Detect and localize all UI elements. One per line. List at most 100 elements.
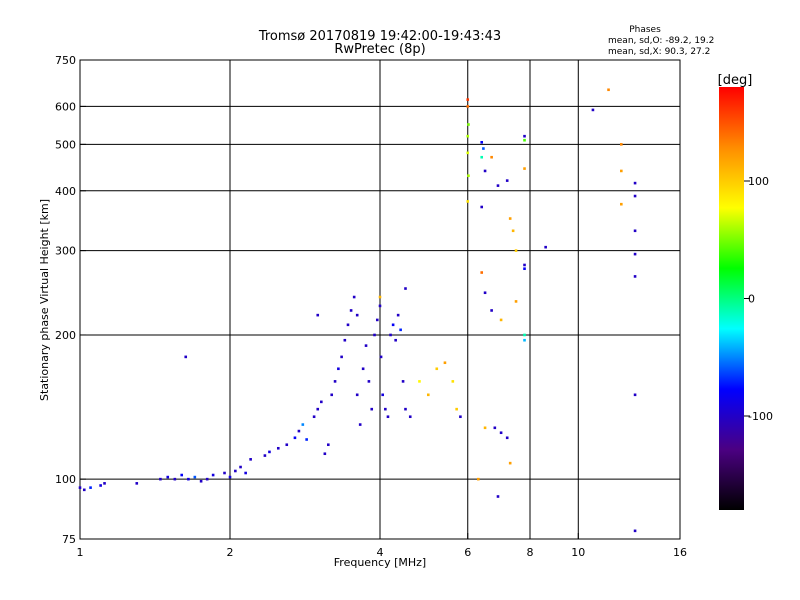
data-point — [375, 318, 379, 322]
data-point — [499, 431, 503, 435]
data-point — [435, 367, 439, 371]
data-point — [496, 184, 500, 187]
data-point — [490, 155, 493, 159]
data-point — [480, 140, 484, 144]
data-point — [234, 469, 237, 473]
grid-lines — [80, 60, 680, 539]
data-point — [166, 475, 170, 479]
data-point — [401, 380, 405, 383]
data-point — [180, 473, 184, 477]
data-point — [89, 486, 92, 489]
data-point — [349, 309, 353, 312]
data-point — [404, 407, 407, 411]
data-point — [633, 252, 637, 256]
y-tick-label: 400 — [55, 185, 76, 198]
y-axis-label: Stationary phase Virtual Height [km] — [38, 199, 51, 401]
data-point — [394, 338, 397, 342]
data-point — [482, 147, 485, 150]
data-point — [483, 169, 487, 173]
data-point — [523, 167, 526, 170]
colorbar-tick-label: -100 — [748, 410, 773, 423]
data-point — [305, 438, 308, 441]
x-tick-label: 8 — [527, 546, 534, 559]
data-point — [544, 245, 547, 249]
data-point — [483, 426, 487, 430]
data-point — [404, 287, 407, 290]
data-point — [135, 482, 139, 485]
data-point — [352, 295, 356, 299]
data-point — [78, 486, 82, 489]
data-point — [490, 309, 493, 312]
colorbar-unit: [deg] — [718, 73, 753, 88]
data-point — [293, 436, 297, 440]
data-point — [386, 415, 390, 419]
data-point — [399, 328, 402, 332]
data-point — [159, 477, 162, 481]
data-point — [361, 367, 365, 371]
data-point — [466, 105, 470, 108]
data-point — [633, 393, 637, 397]
x-tick-label: 6 — [464, 546, 471, 559]
data-point — [373, 333, 376, 337]
colorbar-tick-label: 100 — [748, 175, 769, 188]
data-point — [451, 380, 455, 383]
data-point — [370, 407, 374, 411]
data-point — [523, 267, 526, 271]
data-point — [607, 88, 610, 92]
data-point — [426, 393, 430, 397]
y-tick-label: 600 — [55, 100, 76, 113]
data-point — [508, 461, 512, 465]
data-point — [477, 477, 480, 481]
data-point — [103, 482, 106, 485]
data-point — [276, 446, 280, 450]
data-point — [591, 108, 595, 112]
data-point — [285, 443, 289, 447]
data-point — [381, 393, 384, 397]
stats-heading: Phases — [629, 25, 661, 35]
data-point — [418, 380, 421, 383]
data-point — [378, 295, 382, 299]
colorbar-ticks: 100 0 -100 — [744, 175, 773, 423]
x-axis-label: Frequency [MHz] — [334, 556, 426, 569]
data-point — [268, 450, 271, 454]
data-point — [384, 407, 387, 411]
data-point — [480, 155, 484, 159]
data-point — [408, 415, 412, 419]
data-point — [480, 205, 484, 209]
data-point — [511, 229, 515, 233]
data-point — [505, 436, 509, 440]
data-point — [327, 443, 330, 447]
data-point — [480, 271, 484, 274]
data-point — [466, 200, 470, 203]
data-point — [467, 123, 470, 126]
data-point — [620, 202, 623, 206]
y-tick-label: 200 — [55, 329, 76, 342]
x-tick-label: 1 — [77, 546, 84, 559]
data-point — [389, 333, 392, 337]
data-point — [459, 415, 462, 419]
data-point — [199, 479, 203, 483]
data-point — [244, 471, 247, 475]
data-point — [523, 134, 526, 138]
x-tick-label: 16 — [673, 546, 687, 559]
data-point — [301, 423, 305, 426]
data-point — [82, 488, 86, 492]
data-point — [323, 452, 327, 456]
stats-line-x: mean, sd,X: 90.3, 27.2 — [608, 47, 710, 57]
data-point — [466, 151, 470, 155]
data-point — [367, 380, 371, 383]
data-point — [337, 367, 340, 371]
data-point — [633, 181, 637, 185]
data-point — [312, 415, 316, 419]
data-point — [297, 429, 301, 433]
data-point — [499, 318, 503, 322]
y-tick-label: 100 — [55, 473, 76, 486]
x-tick-label: 10 — [571, 546, 585, 559]
x-tick-label: 2 — [227, 546, 234, 559]
data-point — [239, 465, 242, 469]
y-tick-label: 300 — [55, 245, 76, 258]
data-point — [505, 179, 509, 182]
data-point — [263, 454, 267, 457]
data-point — [523, 138, 526, 142]
data-point — [316, 313, 320, 317]
